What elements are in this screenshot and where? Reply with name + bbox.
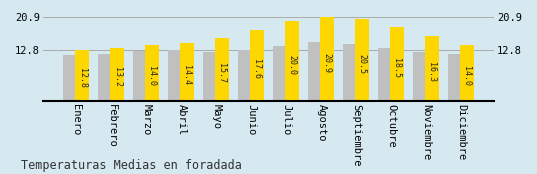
- Bar: [63, 55, 75, 101]
- Bar: [238, 50, 250, 101]
- Bar: [180, 43, 194, 101]
- Bar: [75, 50, 89, 101]
- Bar: [133, 51, 145, 101]
- Text: 15.7: 15.7: [217, 63, 227, 83]
- Bar: [215, 38, 229, 101]
- Bar: [343, 44, 354, 101]
- Text: 14.0: 14.0: [462, 66, 471, 86]
- Bar: [413, 52, 425, 101]
- Bar: [250, 30, 264, 101]
- Text: 20.9: 20.9: [322, 53, 331, 73]
- Bar: [425, 35, 439, 101]
- Text: 17.6: 17.6: [252, 59, 262, 79]
- Text: 14.4: 14.4: [183, 65, 192, 85]
- Bar: [110, 48, 124, 101]
- Text: Temperaturas Medias en foradada: Temperaturas Medias en foradada: [21, 159, 242, 172]
- Text: 12.8: 12.8: [77, 68, 86, 88]
- Bar: [448, 54, 460, 101]
- Bar: [98, 54, 110, 101]
- Bar: [285, 21, 299, 101]
- Text: 18.5: 18.5: [393, 58, 402, 78]
- Bar: [273, 46, 285, 101]
- Bar: [379, 48, 390, 101]
- Bar: [390, 27, 404, 101]
- Bar: [308, 42, 320, 101]
- Text: 14.0: 14.0: [148, 66, 156, 86]
- Text: 20.5: 20.5: [358, 54, 366, 74]
- Text: 20.0: 20.0: [287, 55, 296, 75]
- Bar: [460, 45, 474, 101]
- Bar: [146, 45, 158, 101]
- Bar: [169, 50, 180, 101]
- Text: 16.3: 16.3: [427, 62, 437, 81]
- Bar: [355, 19, 368, 101]
- Text: 13.2: 13.2: [112, 67, 121, 87]
- Bar: [204, 52, 215, 101]
- Bar: [320, 17, 333, 101]
